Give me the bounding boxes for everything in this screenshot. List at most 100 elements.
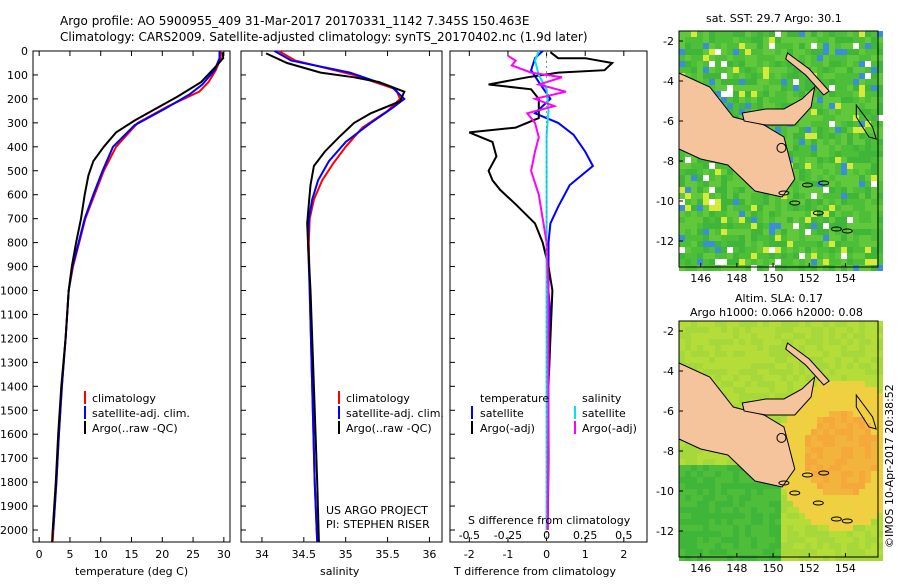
map-cell	[739, 181, 745, 187]
x-tick-label: 148	[726, 562, 747, 575]
map-cell	[799, 37, 805, 43]
map-cell	[787, 327, 793, 333]
map-cell	[751, 223, 757, 229]
map-cell	[835, 139, 841, 145]
map-cell	[715, 169, 721, 175]
map-cell	[841, 43, 847, 49]
map-cell	[721, 555, 727, 561]
map-cell	[823, 181, 829, 187]
map-cell	[745, 85, 751, 91]
map-cell	[835, 79, 841, 85]
map-cell	[715, 453, 721, 459]
map-cell	[793, 31, 799, 37]
map-cell	[823, 405, 829, 411]
map-cell	[775, 73, 781, 79]
map-cell	[745, 235, 751, 241]
map-cell	[817, 417, 823, 423]
map-cell	[877, 151, 883, 157]
map-cell	[829, 97, 835, 103]
map-cell	[739, 399, 745, 405]
x-tick-label: 146	[690, 272, 711, 285]
map-cell	[847, 235, 853, 241]
map-cell	[763, 525, 769, 531]
map-cell	[763, 199, 769, 205]
map-cell	[847, 181, 853, 187]
map-cell	[739, 333, 745, 339]
map-cell	[805, 127, 811, 133]
map-cell	[751, 85, 757, 91]
map-cell	[733, 199, 739, 205]
island	[830, 226, 842, 232]
map-cell	[799, 151, 805, 157]
map-cell	[799, 181, 805, 187]
map-cell	[703, 193, 709, 199]
map-cell	[799, 187, 805, 193]
map-cell	[685, 163, 691, 169]
y-tick-label: -10	[656, 485, 674, 498]
map-cell	[829, 109, 835, 115]
map-cell	[727, 85, 733, 91]
map-cell	[817, 405, 823, 411]
map-cell	[685, 199, 691, 205]
map-cell	[865, 151, 871, 157]
map-cell	[763, 253, 769, 259]
map-cell	[823, 253, 829, 259]
map-cell	[835, 519, 841, 525]
temperature-axes	[32, 50, 231, 543]
map-cell	[871, 459, 877, 465]
map-cell	[811, 399, 817, 405]
map-cell	[793, 223, 799, 229]
map-cell	[877, 235, 883, 241]
map-cell	[781, 229, 787, 235]
map-cell	[775, 235, 781, 241]
map-cell	[823, 459, 829, 465]
map-cell	[793, 321, 799, 327]
map-cell	[835, 223, 841, 229]
map-cell	[757, 369, 763, 375]
map-cell	[745, 375, 751, 381]
map-cell	[739, 387, 745, 393]
map-cell	[853, 333, 859, 339]
map-cell	[751, 211, 757, 217]
map-cell	[847, 79, 853, 85]
map-cell	[787, 133, 793, 139]
map-cell	[733, 525, 739, 531]
map-cell	[709, 459, 715, 465]
map-cell	[751, 37, 757, 43]
map-cell	[757, 61, 763, 67]
map-cell	[763, 543, 769, 549]
map-cell	[787, 333, 793, 339]
map-cell	[781, 49, 787, 55]
map-cell	[703, 259, 709, 265]
map-cell	[733, 265, 739, 271]
map-cell	[721, 381, 727, 387]
map-cell	[727, 37, 733, 43]
map-cell	[859, 151, 865, 157]
map-cell	[835, 163, 841, 169]
map-cell	[835, 169, 841, 175]
map-cell	[697, 549, 703, 555]
top-tick-label: -0.25	[494, 529, 522, 542]
map-cell	[721, 327, 727, 333]
map-cell	[739, 31, 745, 37]
map-cell	[709, 543, 715, 549]
sla-map-subtitle: Argo h1000: 0.066 h2000: 0.08	[690, 306, 863, 319]
map-cell	[817, 399, 823, 405]
map-cell	[823, 507, 829, 513]
map-cell	[757, 85, 763, 91]
map-cell	[799, 55, 805, 61]
map-cell	[829, 139, 835, 145]
map-cell	[877, 543, 883, 549]
map-cell	[709, 67, 715, 73]
map-cell	[703, 543, 709, 549]
map-cell	[871, 211, 877, 217]
map-cell	[811, 121, 817, 127]
map-cell	[799, 465, 805, 471]
map-cell	[685, 37, 691, 43]
map-cell	[745, 489, 751, 495]
map-cell	[805, 85, 811, 91]
map-cell	[775, 259, 781, 265]
map-cell	[799, 477, 805, 483]
map-cell	[697, 211, 703, 217]
map-cell	[841, 471, 847, 477]
